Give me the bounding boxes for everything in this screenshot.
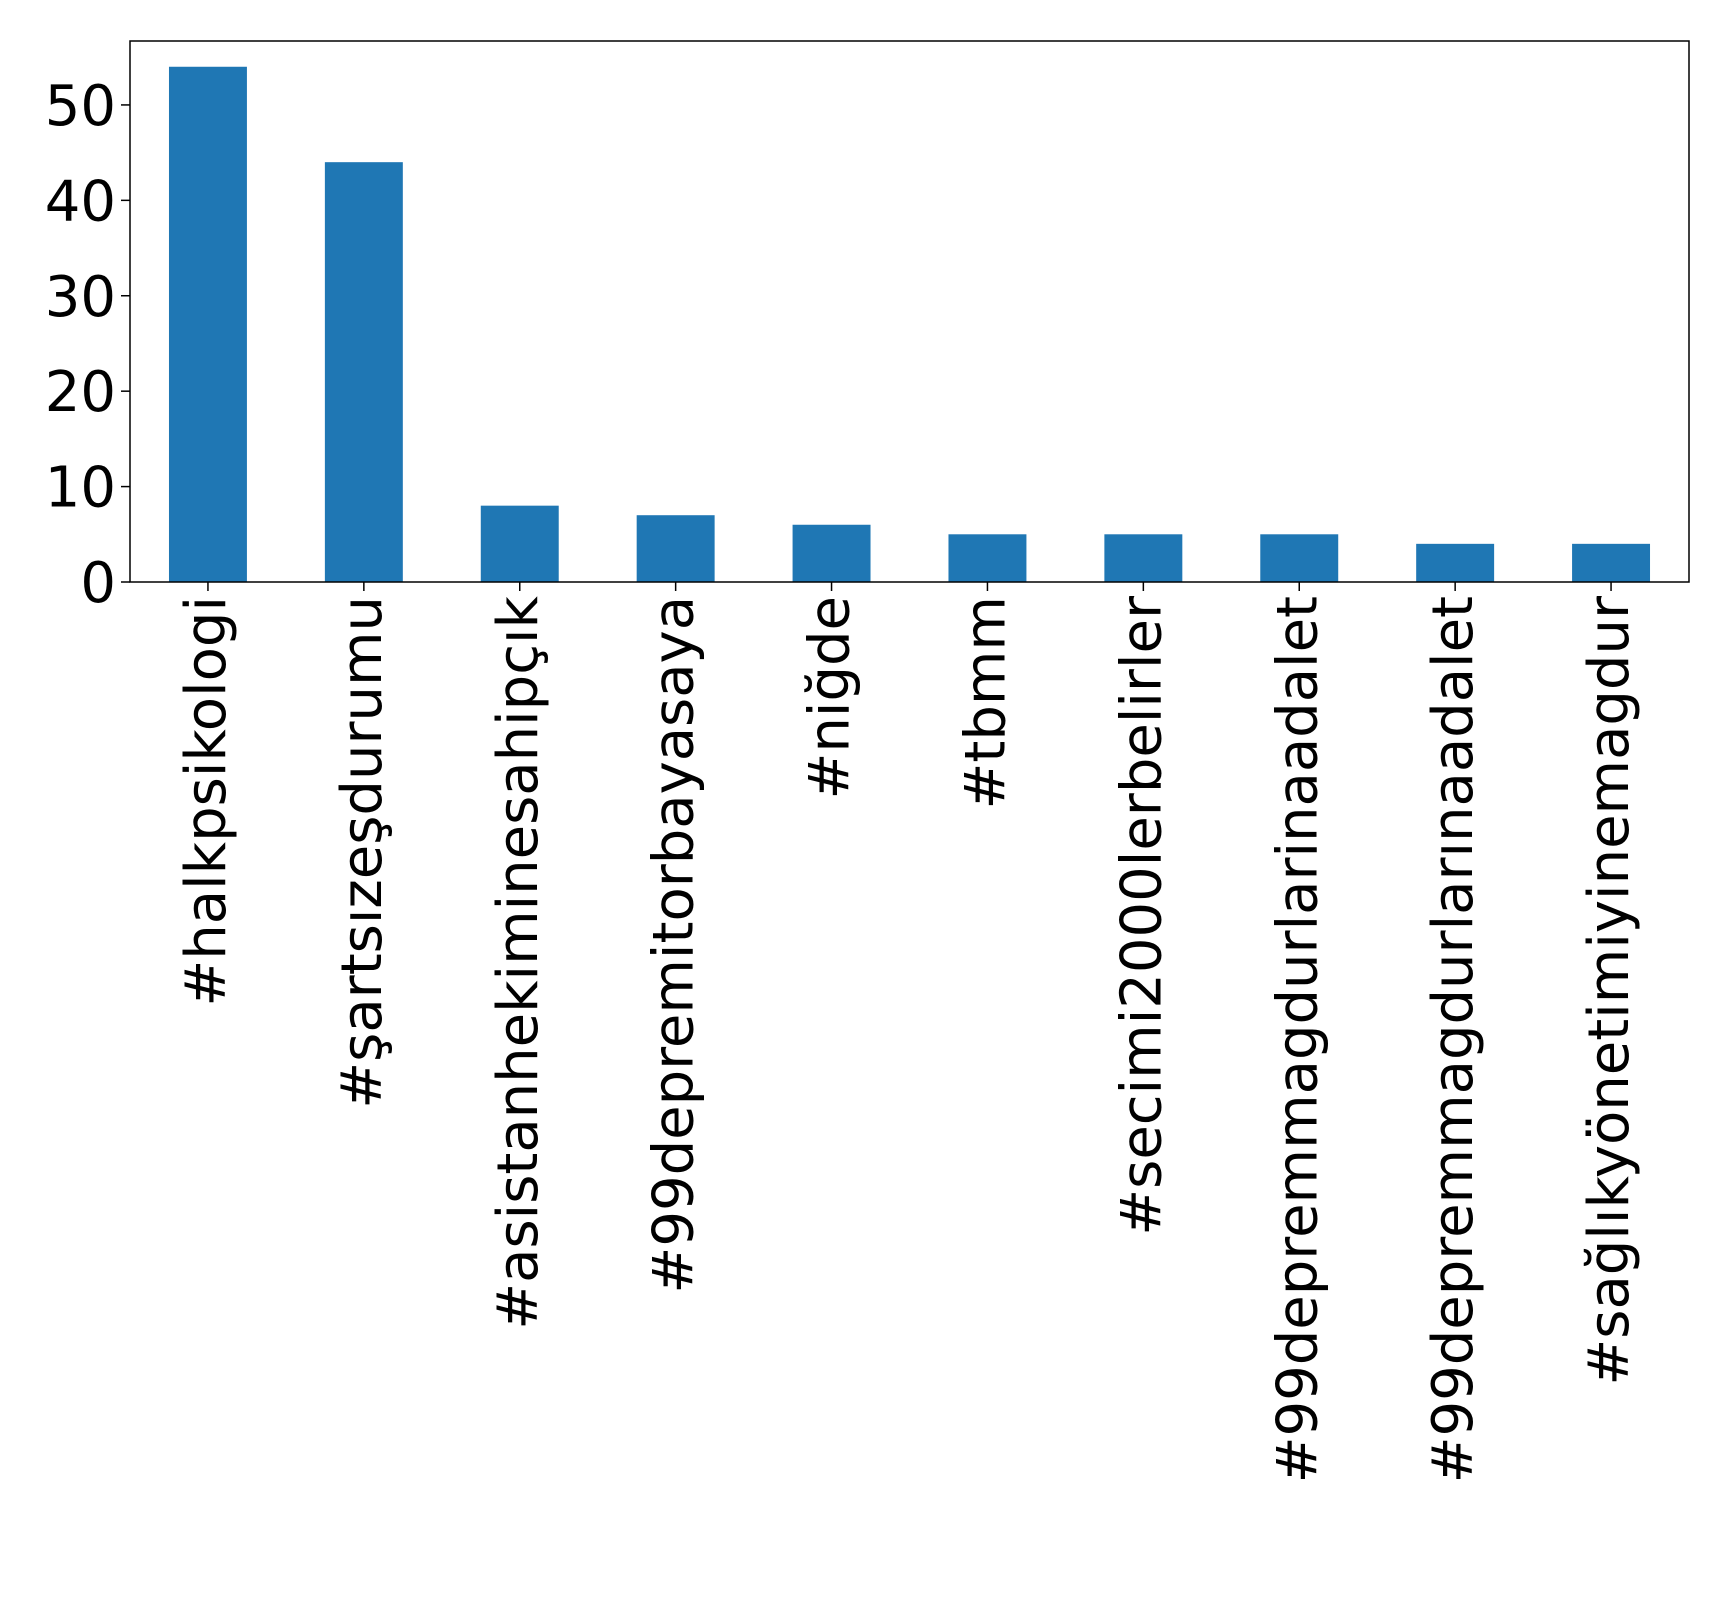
y-tick-label-0: 0 — [80, 551, 116, 616]
x-tick-label-0: #halkpsikologi — [174, 596, 239, 1007]
x-tick-label-5: #tbmm — [953, 596, 1018, 810]
y-axis: 0 10 20 30 40 50 — [45, 74, 130, 616]
bars-layer — [168, 66, 1651, 582]
bar-3 — [636, 515, 715, 582]
bar-8 — [1416, 543, 1495, 582]
plot-frame — [129, 40, 1690, 583]
x-tick-label-2: #asistanhekiminesahipçık — [486, 595, 551, 1329]
x-tick-label-8: #99depremmagdurlarınaadalet — [1421, 596, 1486, 1483]
bar-1 — [324, 162, 403, 582]
bar-5 — [948, 534, 1027, 582]
x-tick-label-4: #niğde — [798, 596, 863, 800]
y-tick-label-5: 50 — [45, 74, 116, 139]
x-axis: #halkpsikologi #şartsızeşdurumu #asistanhe… — [174, 582, 1642, 1483]
bar-9 — [1572, 543, 1651, 582]
x-tick-label-1: #şartsızeşdurumu — [330, 596, 395, 1109]
bar-4 — [792, 524, 871, 582]
bar-0 — [168, 66, 247, 582]
bar-6 — [1104, 534, 1183, 582]
bar-7 — [1260, 534, 1339, 582]
y-tick-label-2: 20 — [45, 360, 116, 425]
x-tick-label-6: #secimi2000lerbelirler — [1109, 595, 1174, 1236]
x-tick-label-7: #99depremmagdurlarinaadalet — [1265, 596, 1330, 1483]
y-tick-label-4: 40 — [45, 169, 116, 234]
x-tick-label-9: #sağlıkyönetimiyinemagdur — [1577, 595, 1642, 1386]
y-tick-label-1: 10 — [45, 456, 116, 521]
x-tick-label-3: #99depremitorbayasaya — [642, 596, 707, 1294]
y-tick-label-3: 30 — [45, 265, 116, 330]
bar-2 — [480, 505, 559, 582]
